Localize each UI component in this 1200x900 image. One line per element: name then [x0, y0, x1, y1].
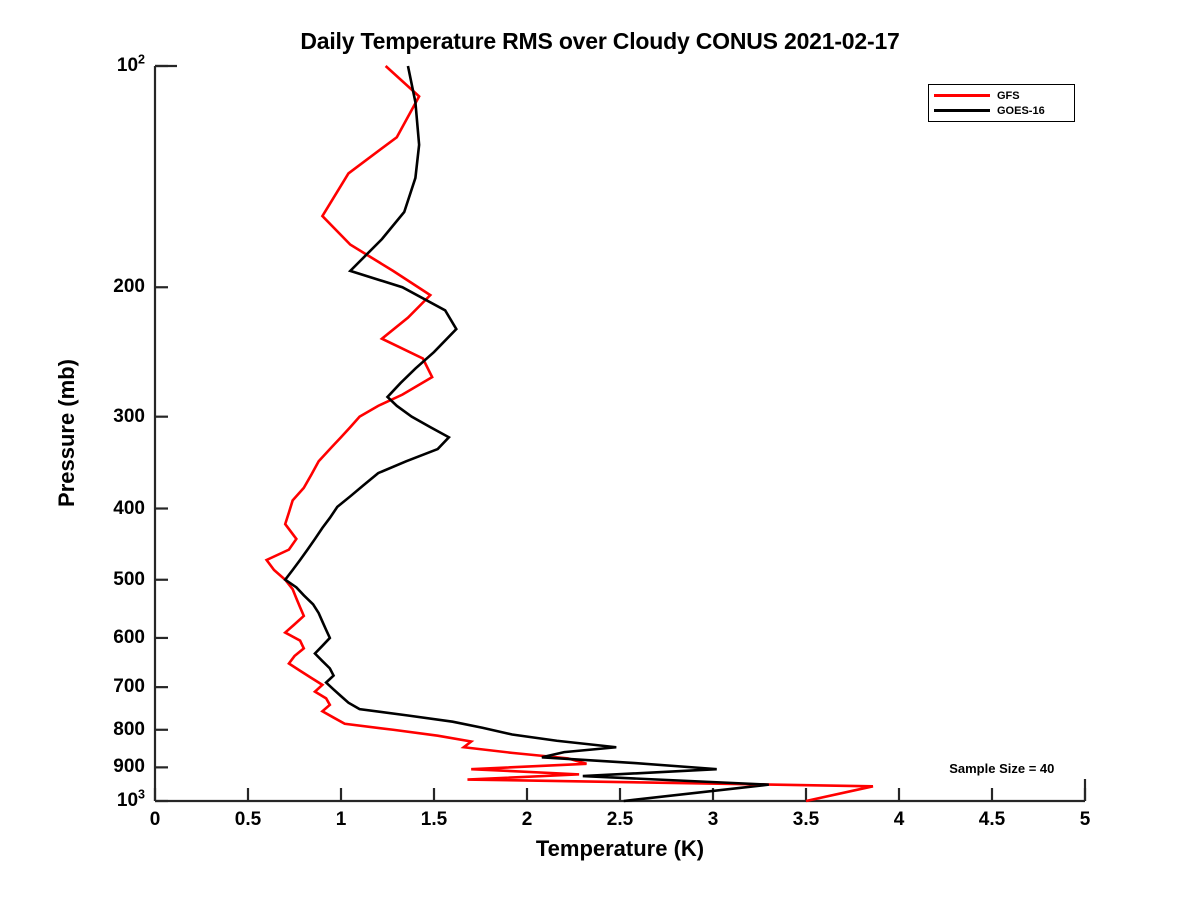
x-tick-label: 4 — [893, 809, 905, 830]
y-tick-label: 200 — [113, 276, 145, 298]
x-tick-label: 1 — [335, 809, 347, 830]
x-tick-label: 3 — [707, 809, 719, 830]
y-tick-label: 900 — [113, 756, 145, 778]
y-tick-label: 400 — [113, 497, 145, 519]
sample-size-annotation: Sample Size = 40 — [949, 761, 1055, 777]
y-tick-label: 103 — [116, 787, 145, 811]
y-tick-label: 102 — [116, 52, 145, 76]
legend-entry-goes16: GOES-16 — [934, 103, 1069, 118]
y-tick-label: 600 — [113, 626, 145, 648]
x-tick-label: 0 — [149, 809, 161, 830]
legend-swatch-goes16 — [934, 109, 990, 112]
chart-title: Daily Temperature RMS over Cloudy CONUS … — [300, 28, 900, 54]
y-tick-label: 500 — [113, 568, 145, 590]
x-tick-label: 0.5 — [234, 809, 262, 830]
plot-axes — [153, 64, 1087, 803]
y-tick-label: 700 — [113, 676, 145, 698]
x-tick-label: 1.5 — [420, 809, 448, 830]
x-tick-label: 3.5 — [792, 809, 820, 830]
y-tick-label: 300 — [113, 405, 145, 427]
x-tick-label: 4.5 — [978, 809, 1006, 830]
series-line-goes-16 — [283, 65, 769, 803]
x-tick-label: 2 — [521, 809, 533, 830]
legend-label-gfs: GFS — [997, 89, 1020, 102]
legend-swatch-gfs — [934, 94, 990, 97]
x-axis-label: Temperature (K) — [535, 836, 705, 861]
y-tick-label: 800 — [113, 718, 145, 740]
x-tick-label: 5 — [1079, 809, 1091, 830]
chart-legend: GFS GOES-16 — [928, 84, 1075, 122]
legend-entry-gfs: GFS — [934, 88, 1069, 103]
plot-series — [264, 65, 874, 803]
legend-label-goes16: GOES-16 — [997, 104, 1045, 117]
series-line-gfs — [264, 65, 874, 803]
y-axis-label: Pressure (mb) — [54, 359, 79, 507]
x-tick-label: 2.5 — [606, 809, 634, 830]
